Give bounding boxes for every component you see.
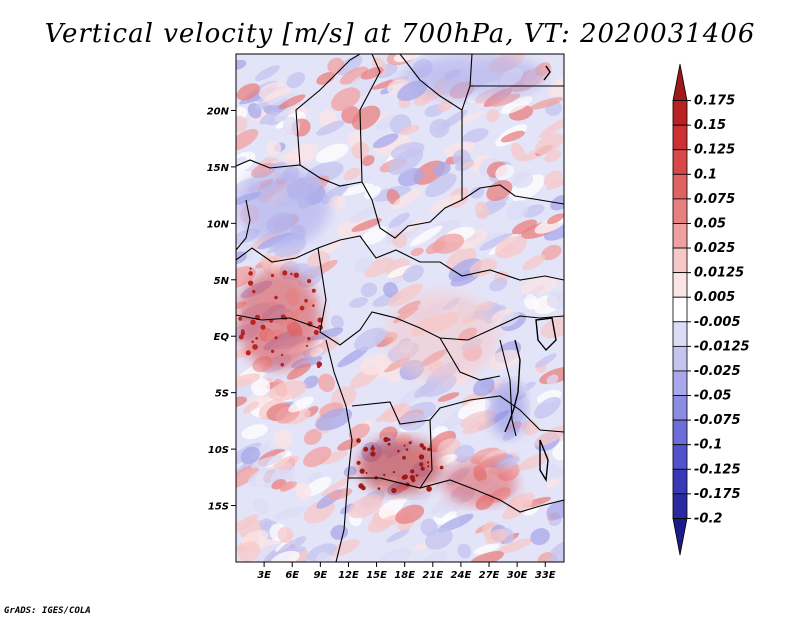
colorbar-label: 0.175 xyxy=(694,94,735,109)
colorbar-swatch xyxy=(672,518,688,556)
x-tick-label: 24E xyxy=(451,570,472,581)
x-tick-label: 9E xyxy=(313,570,327,581)
colorbar-swatch xyxy=(672,345,688,372)
colorbar-swatch xyxy=(672,198,688,224)
border-drc-east xyxy=(439,337,501,381)
border-congo-north xyxy=(317,247,564,346)
y-tick-label: 5N xyxy=(214,276,230,287)
y-tick-label: 15N xyxy=(207,163,230,174)
coast-northeast xyxy=(543,65,551,81)
x-tick-label: 3E xyxy=(257,570,271,581)
colorbar-label: 0.025 xyxy=(694,241,735,256)
border-egypt-libya xyxy=(461,54,473,111)
y-tick-label: 10S xyxy=(208,445,229,456)
lake-malawi xyxy=(539,439,549,483)
border-sudan xyxy=(399,54,463,200)
colorbar-swatch xyxy=(672,296,688,323)
colorbar-swatch xyxy=(672,272,688,298)
map-panel xyxy=(236,54,564,562)
x-tick-label: 33E xyxy=(535,570,556,581)
colorbar-label: -0.1 xyxy=(694,438,722,453)
coast-west-africa xyxy=(236,199,251,251)
colorbar-swatch xyxy=(672,223,688,249)
colorbar-label: 0.15 xyxy=(694,118,726,133)
colorbar-label: -0.005 xyxy=(694,315,741,330)
map-frame xyxy=(235,53,565,563)
chart-title: Vertical velocity [m/s] at 700hPa, VT: 2… xyxy=(45,19,756,49)
colorbar-swatch xyxy=(672,124,688,151)
x-tick-label: 18E xyxy=(394,570,415,581)
y-tick-label: 20N xyxy=(207,106,230,117)
border-angola-drc xyxy=(351,395,564,433)
x-tick-label: 30E xyxy=(507,570,528,581)
colorbar-label: 0.0125 xyxy=(694,266,744,281)
y-axis: 20N 15N 10N 5N EQ 5S 10S 15S xyxy=(207,106,236,513)
border-central xyxy=(236,235,564,281)
colorbar-label: -0.05 xyxy=(694,389,731,404)
lake-tanganyika xyxy=(504,339,521,433)
colorbar-label: 0.1 xyxy=(694,167,717,182)
colorbar-swatch xyxy=(672,444,688,470)
coast-southwest xyxy=(325,339,353,562)
lake-victoria xyxy=(535,317,557,352)
border-south xyxy=(348,477,564,513)
colorbar-label: 0.075 xyxy=(694,192,735,207)
texture-overlay xyxy=(236,54,564,562)
country-borders xyxy=(236,54,564,562)
x-tick-label: 21E xyxy=(422,570,443,581)
colorbar-swatch xyxy=(672,370,688,396)
colorbar-swatch xyxy=(672,63,688,101)
x-tick-label: 6E xyxy=(285,570,299,581)
border-chad-libya xyxy=(359,54,381,183)
colorbar-label: 0.125 xyxy=(694,143,735,158)
y-tick-label: EQ xyxy=(214,332,230,343)
colorbar: 0.175 0.15 0.125 0.1 0.075 0.05 0.025 0.0125 0.0… xyxy=(672,63,750,556)
y-tick-label: 15S xyxy=(208,502,229,513)
colorbar-swatch xyxy=(672,395,688,421)
coast-gulf xyxy=(236,314,319,329)
colorbar-label: 0.05 xyxy=(694,216,726,231)
border-zambia xyxy=(419,419,433,489)
x-tick-label: 15E xyxy=(366,570,387,581)
colorbar-swatch xyxy=(672,321,688,347)
colorbar-swatch xyxy=(672,247,688,274)
colorbar-label: 0.005 xyxy=(694,290,735,305)
colorbar-swatch xyxy=(672,173,688,200)
x-axis: 3E 6E 9E 12E 15E 18E 21E 24E 27E 30E 33E xyxy=(257,562,556,581)
colorbar-swatch xyxy=(672,149,688,175)
lakes xyxy=(504,65,557,483)
border-east-lakes xyxy=(499,339,517,437)
colorbar-label: -0.0125 xyxy=(694,339,750,354)
colorbar-swatch xyxy=(672,493,688,519)
colorbar-label: -0.075 xyxy=(694,413,741,428)
colorbar-swatch xyxy=(672,100,688,126)
colorbar-swatch xyxy=(672,419,688,446)
colorbar-label: -0.025 xyxy=(694,364,741,379)
border-niger xyxy=(295,54,361,166)
y-tick-label: 10N xyxy=(207,219,230,230)
colorbar-swatch xyxy=(672,468,688,495)
x-tick-label: 12E xyxy=(338,570,359,581)
credit-label: GrADS: IGES/COLA xyxy=(4,606,91,616)
colorbar-label: -0.175 xyxy=(694,487,741,502)
colorbar-label: -0.125 xyxy=(694,462,741,477)
y-tick-label: 5S xyxy=(215,389,229,400)
x-tick-label: 27E xyxy=(479,570,500,581)
colorbar-label: -0.2 xyxy=(694,511,722,526)
